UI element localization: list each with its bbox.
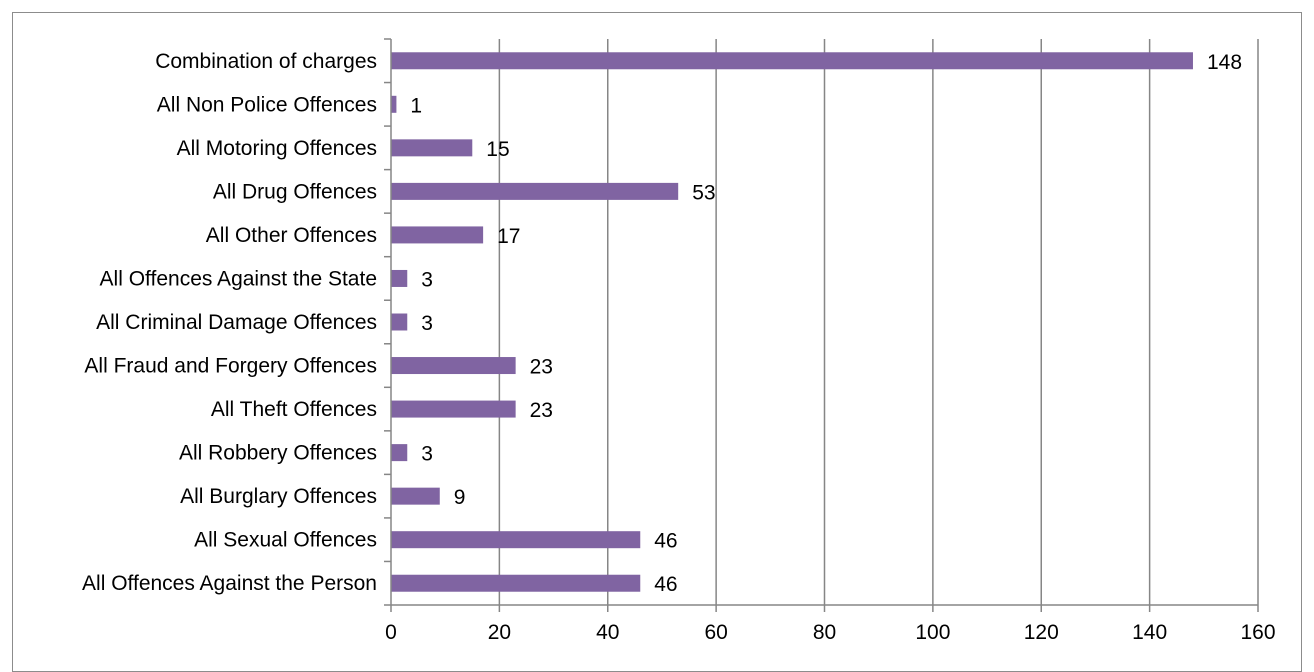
data-label: 3: [421, 312, 433, 335]
x-tick-label: 140: [1132, 621, 1167, 644]
bar: [391, 95, 397, 113]
bar: [391, 182, 679, 200]
category-label: All Sexual Offences: [194, 529, 377, 552]
chart-frame: 0 20 40 60 80 100 120 140 160 Combination of char…: [12, 12, 1302, 672]
x-tick-label: 60: [704, 621, 727, 644]
bar: [391, 444, 408, 462]
data-label: 46: [654, 573, 677, 596]
category-label: All Motoring Offences: [177, 137, 377, 160]
gridlines: [498, 39, 1259, 605]
category-label: All Robbery Offences: [179, 442, 377, 465]
data-label: 46: [654, 530, 677, 553]
bars: [391, 52, 1193, 592]
data-label: 3: [421, 443, 433, 466]
category-label: All Offences Against the Person: [82, 572, 377, 595]
category-label: All Offences Against the State: [100, 267, 377, 290]
bar: [391, 574, 641, 592]
bar: [391, 269, 408, 287]
x-tick-label: 40: [596, 621, 619, 644]
category-label: All Non Police Offences: [157, 93, 377, 116]
category-label: All Fraud and Forgery Offences: [84, 355, 377, 378]
x-tick-label: 0: [385, 621, 397, 644]
x-tick-label: 120: [1024, 621, 1059, 644]
labels: 0 20 40 60 80 100 120 140 160 Combination of char…: [82, 50, 1275, 644]
bar-chart: 0 20 40 60 80 100 120 140 160 Combination of char…: [82, 38, 1276, 644]
category-label: Combination of charges: [155, 50, 377, 73]
bar: [391, 357, 516, 375]
category-label: All Burglary Offences: [180, 485, 377, 508]
bar: [391, 139, 473, 157]
data-label: 23: [530, 356, 553, 379]
category-label: All Criminal Damage Offences: [96, 311, 377, 334]
bar: [391, 313, 408, 331]
data-label: 17: [497, 225, 520, 248]
data-label: 9: [454, 486, 466, 509]
data-label: 53: [692, 181, 715, 204]
x-tick-label: 20: [488, 621, 511, 644]
data-label: 15: [486, 138, 509, 161]
bar: [391, 531, 641, 549]
bar: [391, 226, 484, 244]
bar: [391, 52, 1193, 70]
data-label: 23: [530, 399, 553, 422]
category-label: All Drug Offences: [213, 180, 377, 203]
axes: [384, 38, 1259, 612]
data-label: 1: [410, 94, 422, 117]
x-tick-label: 80: [813, 621, 836, 644]
x-tick-label: 160: [1240, 621, 1275, 644]
data-label: 3: [421, 268, 433, 291]
x-tick-label: 100: [915, 621, 950, 644]
category-label: All Theft Offences: [211, 398, 377, 421]
bar: [391, 400, 516, 418]
bar: [391, 487, 440, 505]
category-label: All Other Offences: [206, 224, 377, 247]
data-label: 148: [1207, 51, 1242, 74]
